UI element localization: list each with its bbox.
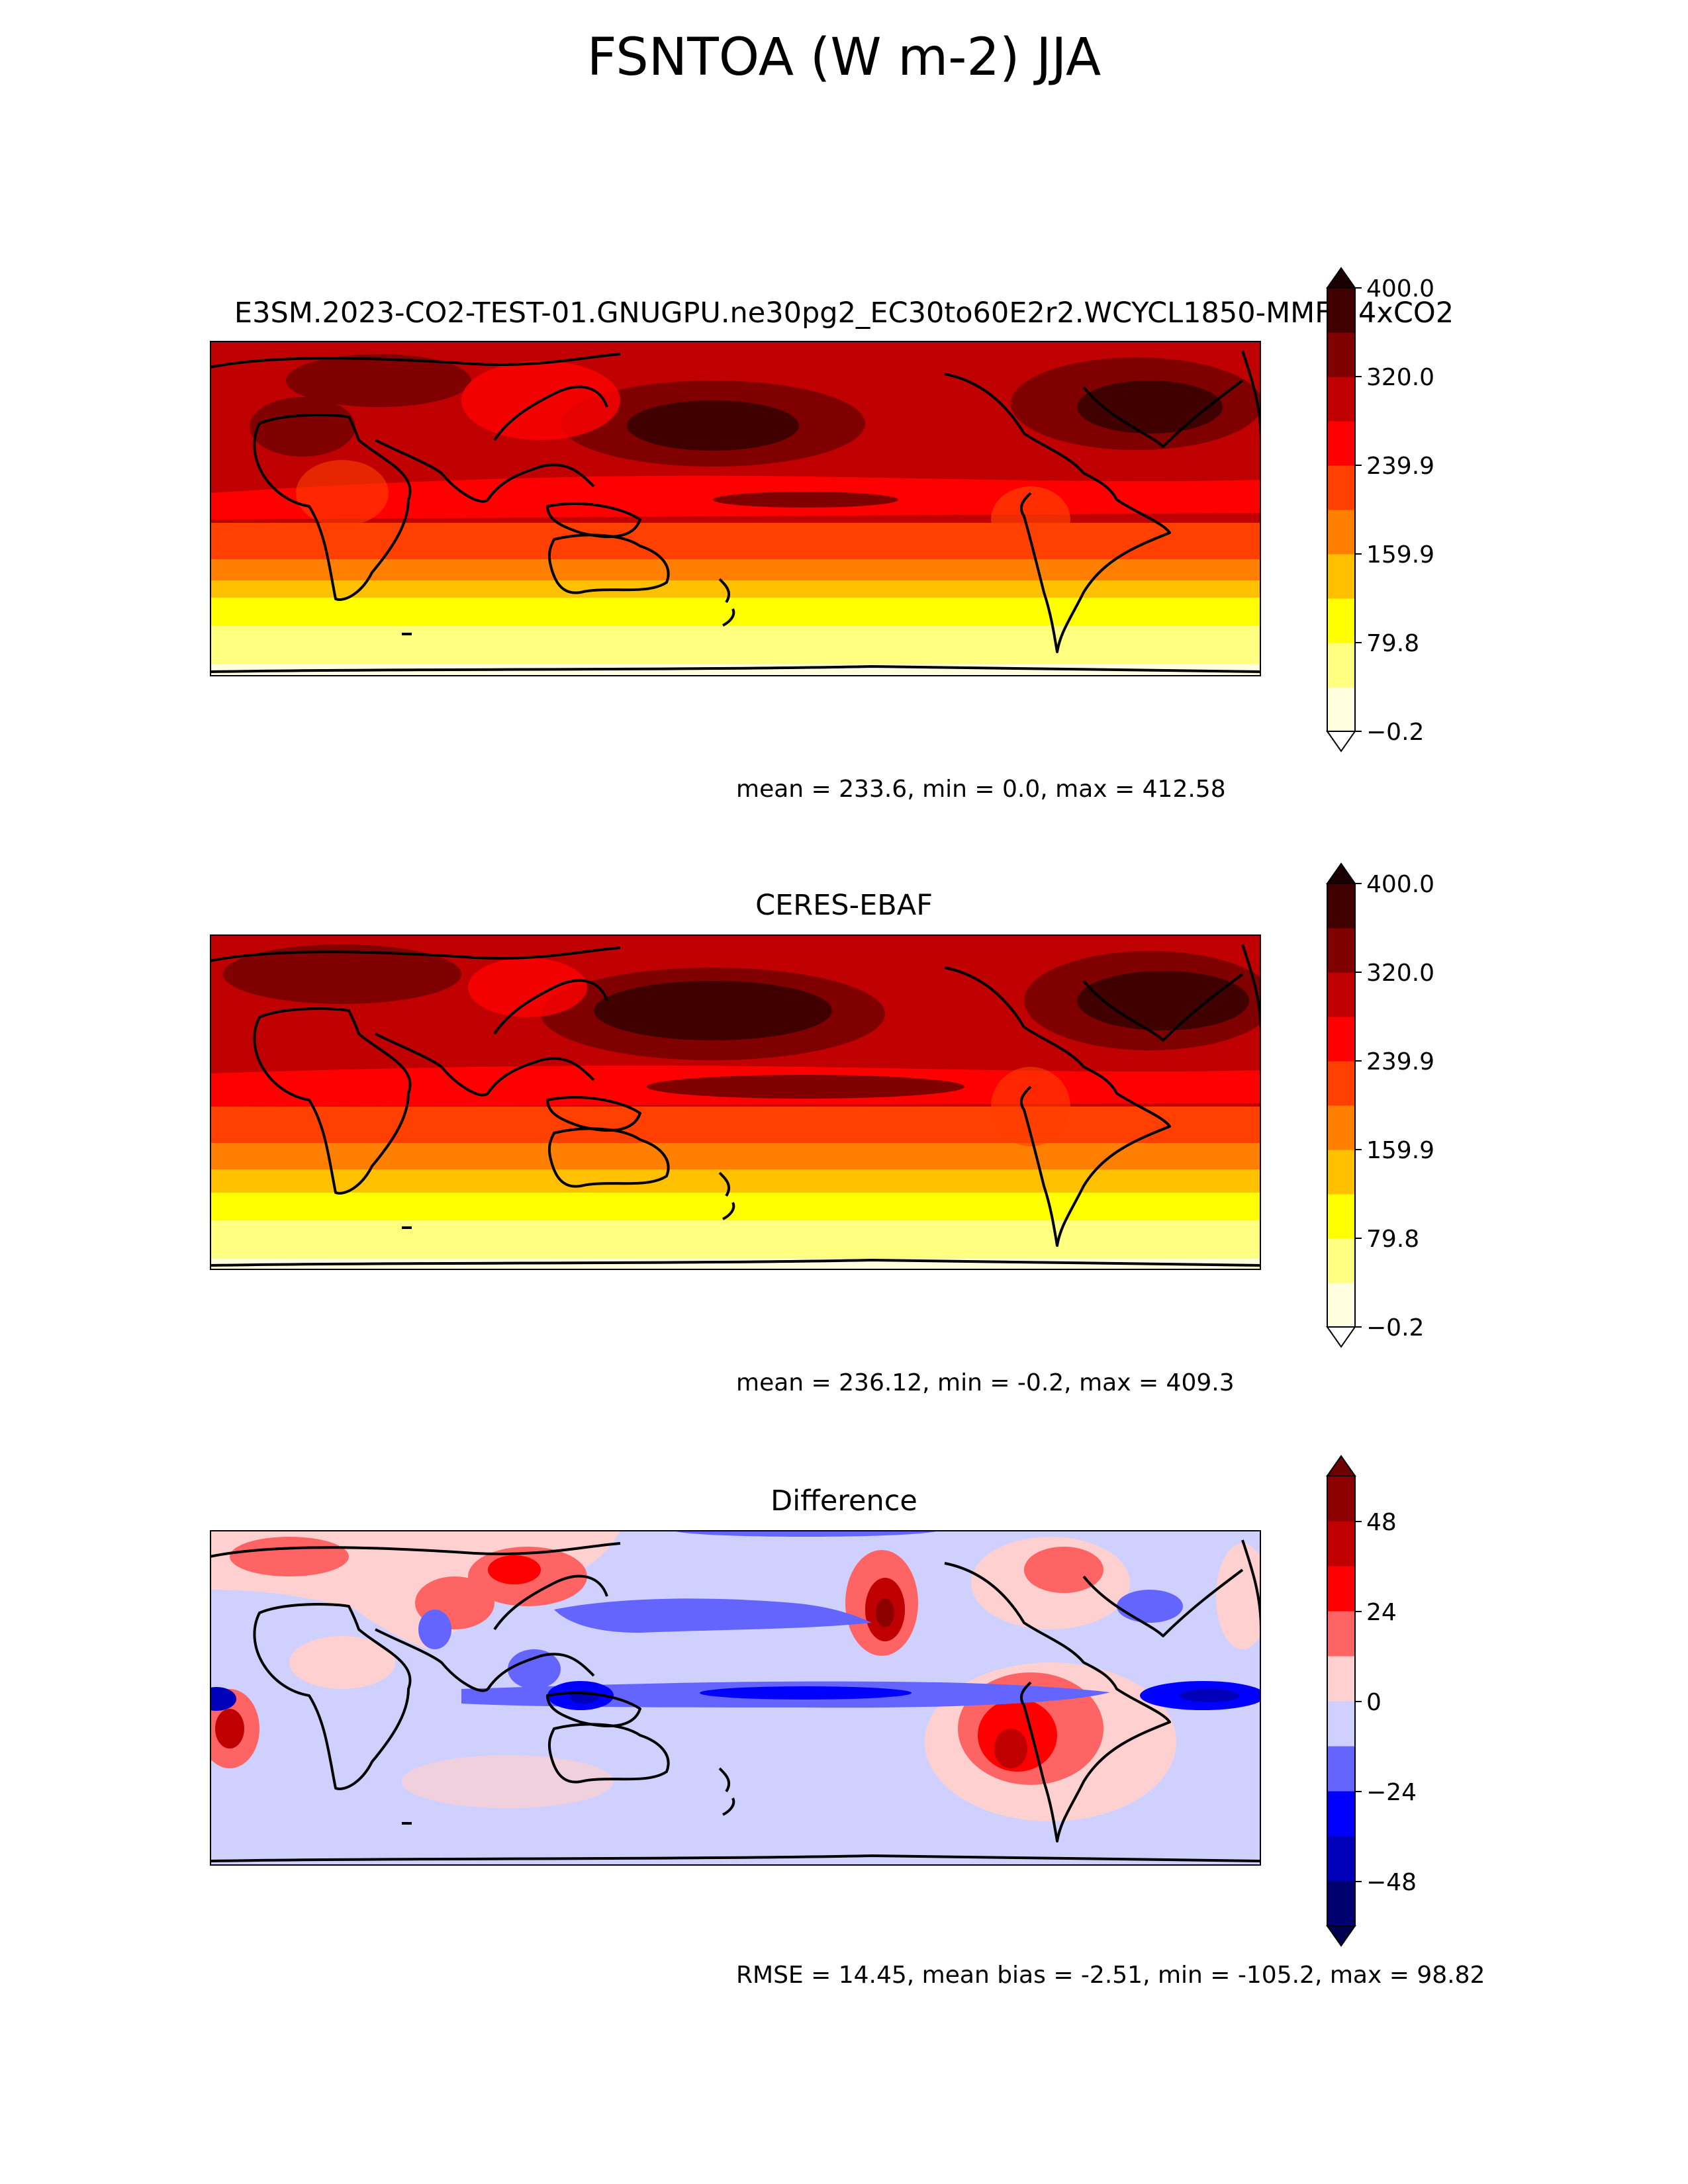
map-diff xyxy=(210,1530,1261,1866)
colorbar-segment xyxy=(1327,1881,1355,1927)
colorbar-tick-label: −0.2 xyxy=(1366,719,1424,746)
colorbar-segment xyxy=(1327,1283,1355,1328)
colorbar-extend-bottom xyxy=(1326,1326,1356,1348)
colorbar-tick-label: 159.9 xyxy=(1366,1137,1434,1164)
stats-diff: RMSE = 14.45, mean bias = -2.51, min = -… xyxy=(736,1962,1485,1989)
colorbar-segment xyxy=(1327,1238,1355,1283)
colorbar-segment xyxy=(1327,1017,1355,1062)
colorbar-segment xyxy=(1327,554,1355,599)
figure-title: FSNTOA (W m-2) JJA xyxy=(586,28,1102,87)
colorbar-extend-bottom xyxy=(1326,731,1356,752)
colorbar-segment xyxy=(1327,421,1355,466)
colorbar-tick-label: 400.0 xyxy=(1366,275,1434,302)
colorbar-extend-top xyxy=(1326,267,1356,289)
colorbar-segment xyxy=(1327,598,1355,643)
colorbar-segment xyxy=(1327,1746,1355,1792)
panel-title-diff: Difference xyxy=(771,1484,917,1518)
colorbar-tick-label: 400.0 xyxy=(1366,871,1434,898)
panel-title-obs: CERES-EBAF xyxy=(755,889,933,922)
colorbar-segment xyxy=(1327,1611,1355,1657)
colorbar-tick-label: −0.2 xyxy=(1366,1314,1424,1342)
colorbar-segment xyxy=(1327,1566,1355,1612)
colorbar-tick-label: 239.9 xyxy=(1366,1048,1434,1075)
colorbar-tick-label: −48 xyxy=(1366,1869,1417,1896)
colorbar-segment xyxy=(1327,465,1355,510)
colorbar-segment xyxy=(1327,1656,1355,1702)
colorbar-segment xyxy=(1327,972,1355,1017)
colorbar-tick-label: 320.0 xyxy=(1366,364,1434,391)
colorbar-segment xyxy=(1327,510,1355,555)
colorbar-tick-label: 239.9 xyxy=(1366,453,1434,480)
colorbar-segment xyxy=(1327,1061,1355,1106)
colorbar-segment xyxy=(1327,1836,1355,1882)
colorbar-segment xyxy=(1327,1521,1355,1567)
map-obs xyxy=(210,934,1261,1270)
colorbar-obs: 400.0 320.0 239.9 159.9 79.8 −0.2 xyxy=(1326,862,1434,1348)
colorbar-segment xyxy=(1327,884,1355,929)
colorbar-tick-label: −24 xyxy=(1366,1779,1417,1806)
stats-test: mean = 233.6, min = 0.0, max = 412.58 xyxy=(736,776,1226,803)
colorbar-segment xyxy=(1327,687,1355,732)
colorbar-segment xyxy=(1327,1701,1355,1747)
colorbar-segment xyxy=(1327,288,1355,333)
colorbar-segment xyxy=(1327,1791,1355,1837)
colorbar-test: 400.0 320.0 239.9 159.9 79.8 −0.2 xyxy=(1326,267,1434,752)
colorbar-tick-label: 79.8 xyxy=(1366,630,1419,657)
colorbar-segment xyxy=(1327,1105,1355,1150)
colorbar-tick-label: 320.0 xyxy=(1366,960,1434,987)
colorbar-segment xyxy=(1327,643,1355,688)
colorbar-segment xyxy=(1327,377,1355,422)
colorbar-segment xyxy=(1327,1150,1355,1195)
colorbar-tick-label: 48 xyxy=(1366,1509,1397,1536)
colorbar-segment xyxy=(1327,1194,1355,1239)
colorbar-diff: 48 24 0 −24 −48 xyxy=(1326,1455,1417,1947)
colorbar-segment xyxy=(1327,928,1355,973)
colorbar-tick-label: 79.8 xyxy=(1366,1226,1419,1253)
colorbar-extend-top xyxy=(1326,862,1356,884)
panel-title-test: E3SM.2023-CO2-TEST-01.GNUGPU.ne30pg2_EC3… xyxy=(234,296,1454,330)
stats-obs: mean = 236.12, min = -0.2, max = 409.3 xyxy=(736,1369,1235,1396)
colorbar-extend-bottom xyxy=(1326,1925,1356,1947)
map-test xyxy=(210,341,1261,676)
colorbar-segment xyxy=(1327,1476,1355,1522)
colorbar-segment xyxy=(1327,332,1355,377)
colorbar-extend-top xyxy=(1326,1455,1356,1477)
colorbar-tick-label: 159.9 xyxy=(1366,541,1434,569)
colorbar-tick-label: 24 xyxy=(1366,1599,1397,1626)
colorbar-tick-label: 0 xyxy=(1366,1689,1382,1716)
